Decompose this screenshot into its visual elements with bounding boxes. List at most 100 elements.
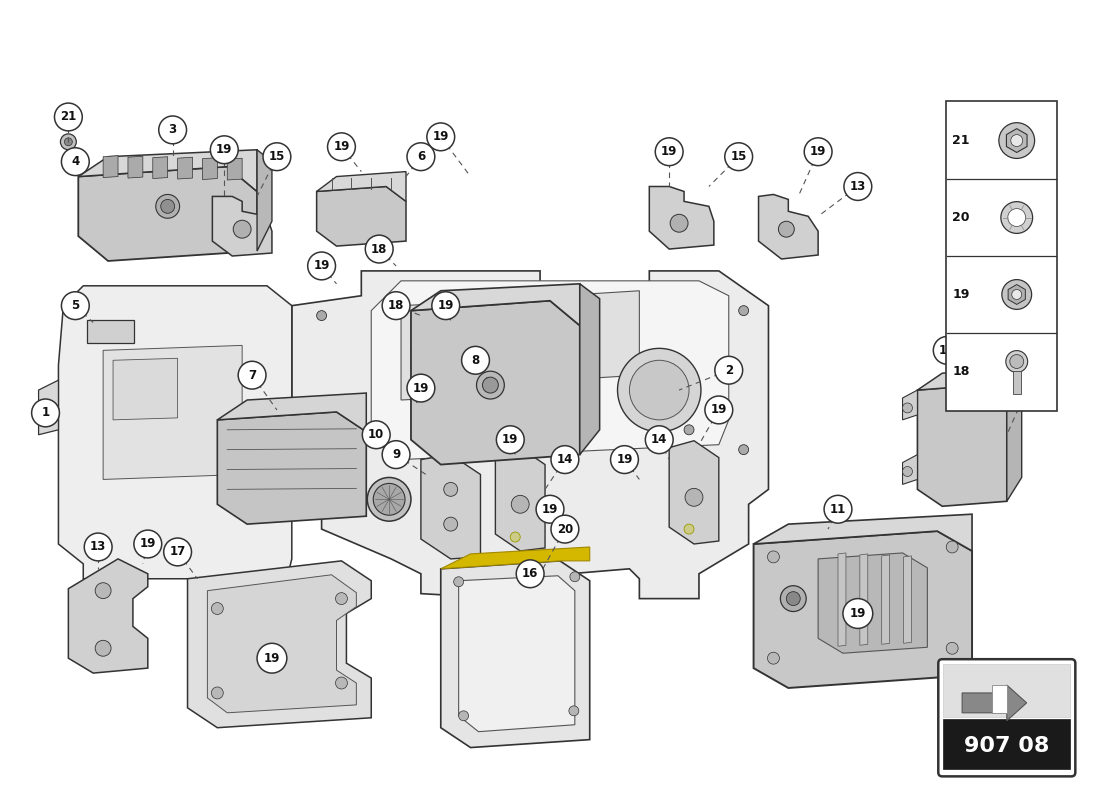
Text: 13: 13 bbox=[90, 541, 107, 554]
Polygon shape bbox=[902, 390, 917, 420]
FancyBboxPatch shape bbox=[943, 664, 1070, 717]
Circle shape bbox=[569, 706, 579, 716]
Polygon shape bbox=[580, 284, 600, 454]
Circle shape bbox=[902, 466, 913, 477]
Circle shape bbox=[629, 360, 689, 420]
Polygon shape bbox=[560, 290, 639, 380]
Circle shape bbox=[570, 572, 580, 582]
Circle shape bbox=[1011, 134, 1023, 146]
Text: 19: 19 bbox=[438, 299, 454, 312]
Circle shape bbox=[328, 133, 355, 161]
Polygon shape bbox=[317, 171, 406, 202]
Circle shape bbox=[646, 426, 673, 454]
Circle shape bbox=[516, 560, 544, 588]
Polygon shape bbox=[649, 186, 714, 249]
Polygon shape bbox=[882, 555, 890, 644]
Circle shape bbox=[156, 194, 179, 218]
Polygon shape bbox=[68, 559, 147, 673]
Polygon shape bbox=[202, 158, 218, 179]
Circle shape bbox=[685, 488, 703, 506]
Polygon shape bbox=[292, 271, 769, 598]
Circle shape bbox=[432, 292, 460, 319]
Text: 18: 18 bbox=[388, 299, 405, 312]
Circle shape bbox=[211, 602, 223, 614]
Polygon shape bbox=[402, 301, 500, 400]
Text: 20: 20 bbox=[953, 211, 970, 224]
Text: 19: 19 bbox=[140, 538, 156, 550]
Circle shape bbox=[786, 592, 801, 606]
Circle shape bbox=[804, 138, 832, 166]
Text: 19: 19 bbox=[264, 652, 280, 665]
Text: 21: 21 bbox=[953, 134, 970, 147]
Circle shape bbox=[510, 532, 520, 542]
Polygon shape bbox=[58, 286, 292, 578]
Circle shape bbox=[407, 142, 434, 170]
Polygon shape bbox=[495, 448, 544, 551]
Circle shape bbox=[739, 445, 749, 454]
Text: 4: 4 bbox=[72, 155, 79, 168]
Circle shape bbox=[768, 551, 780, 563]
Circle shape bbox=[32, 399, 59, 427]
Circle shape bbox=[684, 425, 694, 434]
Polygon shape bbox=[421, 454, 481, 559]
Circle shape bbox=[443, 517, 458, 531]
Polygon shape bbox=[78, 166, 257, 261]
Circle shape bbox=[443, 482, 458, 496]
Circle shape bbox=[536, 495, 564, 523]
Text: 13: 13 bbox=[849, 180, 866, 193]
Text: 8: 8 bbox=[472, 354, 480, 366]
Polygon shape bbox=[902, 454, 917, 485]
Polygon shape bbox=[218, 412, 366, 524]
Text: 19: 19 bbox=[333, 140, 350, 154]
Circle shape bbox=[525, 341, 535, 350]
Text: 19: 19 bbox=[412, 382, 429, 394]
Polygon shape bbox=[754, 514, 972, 551]
Polygon shape bbox=[917, 368, 1006, 402]
Circle shape bbox=[336, 677, 348, 689]
Circle shape bbox=[462, 346, 490, 374]
Circle shape bbox=[512, 495, 529, 514]
FancyBboxPatch shape bbox=[946, 101, 1057, 411]
Circle shape bbox=[134, 530, 162, 558]
Text: 10: 10 bbox=[368, 428, 384, 442]
Circle shape bbox=[411, 346, 421, 355]
Text: 19: 19 bbox=[616, 453, 632, 466]
Circle shape bbox=[65, 138, 73, 146]
Circle shape bbox=[725, 142, 752, 170]
Text: 5: 5 bbox=[72, 299, 79, 312]
Circle shape bbox=[96, 582, 111, 598]
Polygon shape bbox=[218, 393, 366, 432]
Circle shape bbox=[55, 103, 82, 131]
Circle shape bbox=[308, 252, 336, 280]
Text: 9: 9 bbox=[392, 448, 400, 461]
Polygon shape bbox=[903, 556, 912, 643]
Circle shape bbox=[684, 524, 694, 534]
Circle shape bbox=[670, 214, 688, 232]
Polygon shape bbox=[754, 531, 972, 688]
Circle shape bbox=[453, 577, 463, 586]
Text: 6: 6 bbox=[417, 150, 425, 163]
Polygon shape bbox=[962, 685, 1026, 721]
Circle shape bbox=[739, 306, 749, 315]
Circle shape bbox=[551, 515, 579, 543]
Circle shape bbox=[617, 348, 701, 432]
Polygon shape bbox=[78, 150, 257, 191]
Polygon shape bbox=[838, 553, 846, 646]
Circle shape bbox=[362, 421, 390, 449]
FancyBboxPatch shape bbox=[87, 319, 134, 343]
Circle shape bbox=[999, 122, 1035, 158]
Polygon shape bbox=[212, 197, 272, 256]
Circle shape bbox=[373, 483, 405, 515]
Circle shape bbox=[257, 643, 287, 673]
Circle shape bbox=[946, 642, 958, 654]
Polygon shape bbox=[128, 156, 143, 178]
Circle shape bbox=[551, 446, 579, 474]
Text: 2: 2 bbox=[725, 364, 733, 377]
Circle shape bbox=[1002, 279, 1032, 310]
Text: 19: 19 bbox=[810, 146, 826, 158]
Circle shape bbox=[1005, 350, 1027, 373]
Polygon shape bbox=[818, 553, 927, 654]
Polygon shape bbox=[459, 576, 575, 732]
Text: 19: 19 bbox=[432, 130, 449, 143]
Text: 11: 11 bbox=[829, 502, 846, 516]
